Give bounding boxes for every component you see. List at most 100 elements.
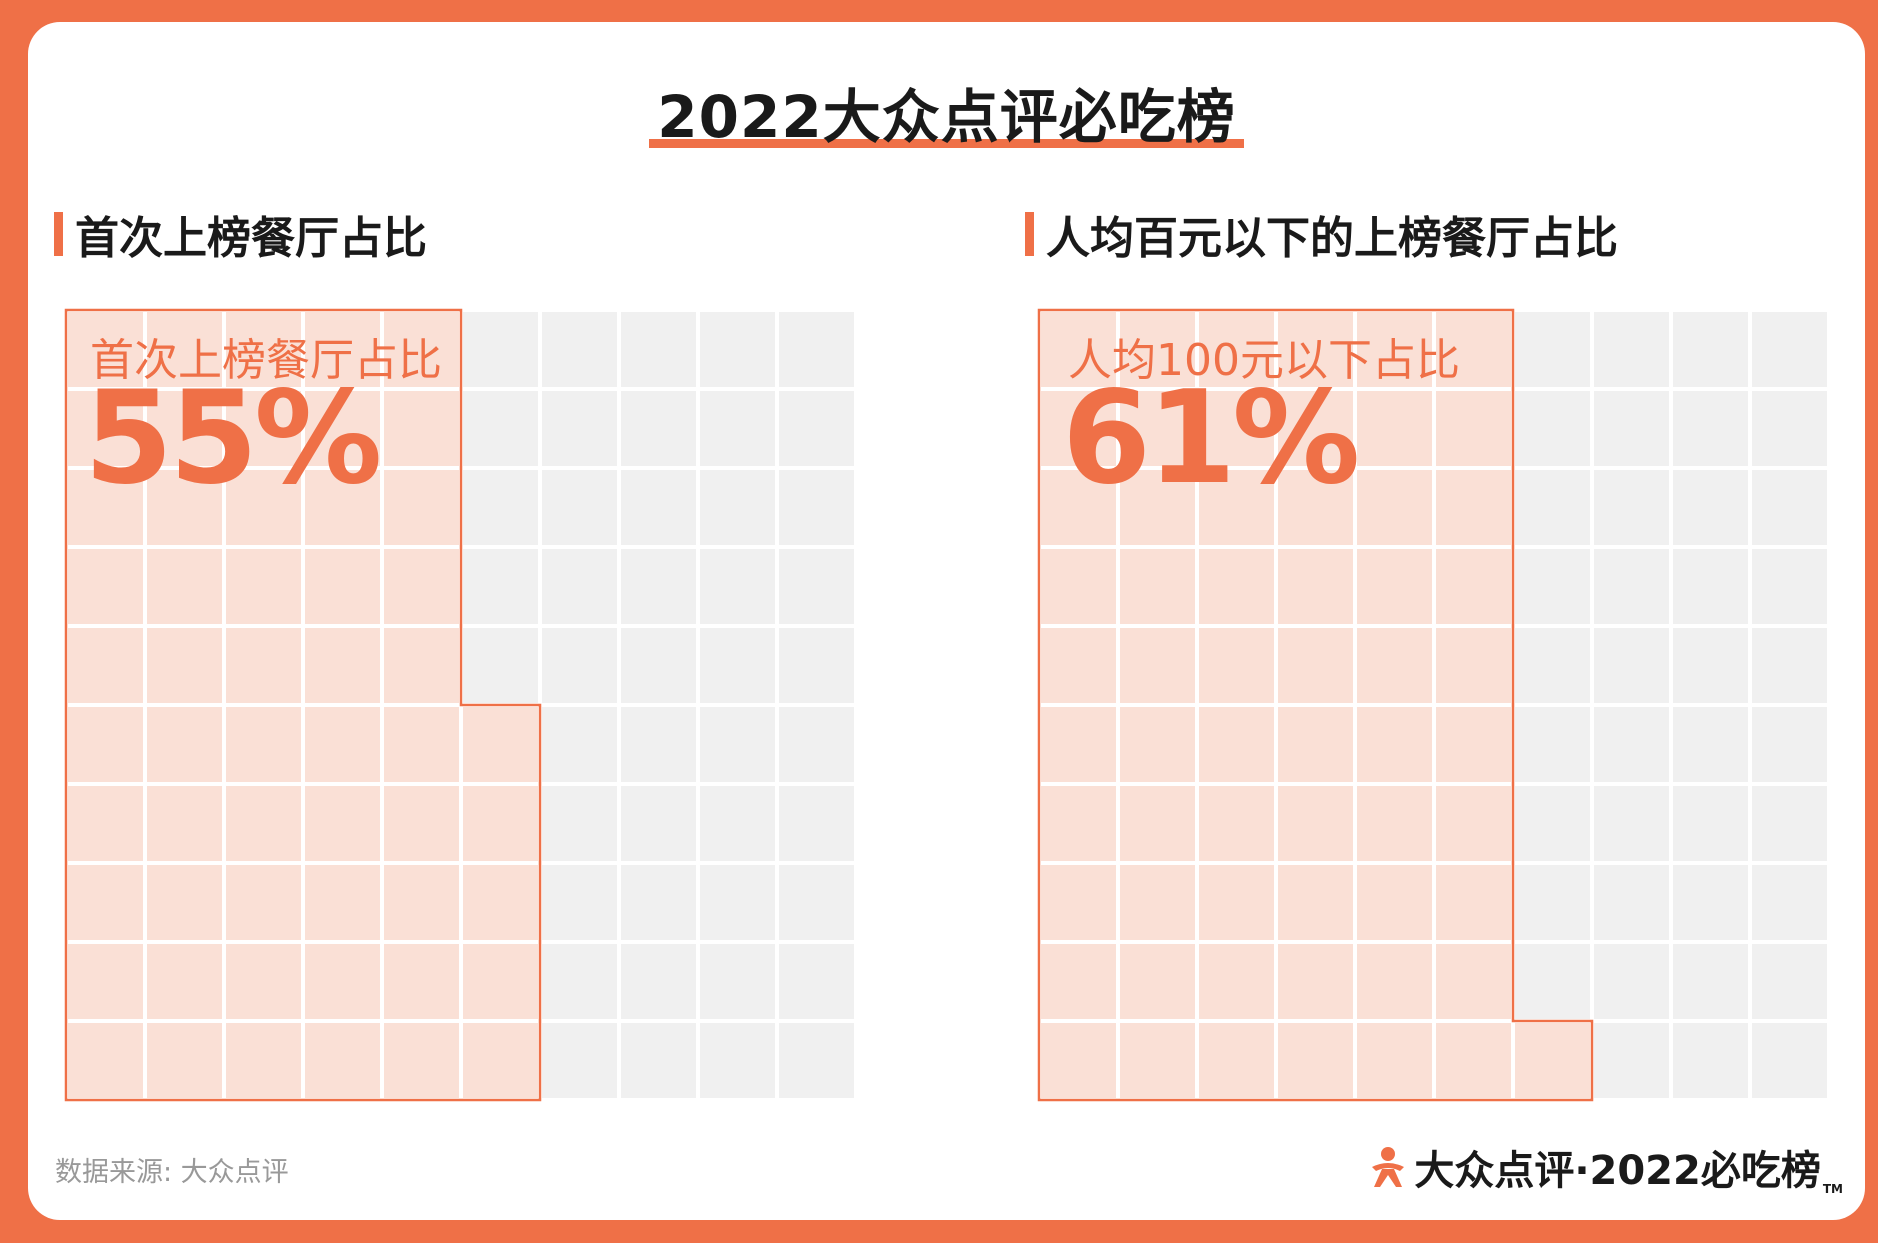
waffle-cell-filled xyxy=(384,312,459,387)
waffle-cell-empty xyxy=(700,549,775,624)
waffle-cell-filled xyxy=(68,786,143,861)
waffle-right-value: 61% xyxy=(1062,364,1360,513)
waffle-cell-empty xyxy=(1594,786,1669,861)
brand-logo: 大众点评·2022必吃榜 TM xyxy=(1368,1138,1843,1196)
panel-left-heading-text: 首次上榜餐厅占比 xyxy=(75,213,427,264)
waffle-cell-filled xyxy=(305,470,380,545)
waffle-cell-filled xyxy=(1120,391,1195,466)
waffle-cell-empty xyxy=(700,312,775,387)
waffle-cell-empty xyxy=(779,470,854,545)
waffle-cell-filled xyxy=(1041,628,1116,703)
title-area: 2022大众点评必吃榜 xyxy=(28,70,1865,154)
waffle-cell-empty xyxy=(1515,865,1590,940)
waffle-cell-empty xyxy=(779,1023,854,1098)
waffle-cell-empty xyxy=(542,707,617,782)
waffle-cell-filled xyxy=(1436,865,1511,940)
waffle-cell-empty xyxy=(621,549,696,624)
waffle-cell-filled xyxy=(1278,707,1353,782)
waffle-cell-empty xyxy=(779,865,854,940)
waffle-cell-empty xyxy=(621,628,696,703)
waffle-cell-filled xyxy=(1278,1023,1353,1098)
waffle-cell-filled xyxy=(1357,944,1432,1019)
waffle-cell-empty xyxy=(463,391,538,466)
waffle-cell-empty xyxy=(1515,628,1590,703)
waffle-cell-filled xyxy=(147,628,222,703)
waffle-cell-empty xyxy=(542,628,617,703)
waffle-cell-filled xyxy=(147,470,222,545)
waffle-cell-filled xyxy=(384,707,459,782)
waffle-cell-empty xyxy=(1673,1023,1748,1098)
waffle-cell-empty xyxy=(1752,786,1827,861)
heading-accent-bar xyxy=(1025,212,1034,256)
waffle-cell-filled xyxy=(147,1023,222,1098)
waffle-cell-filled xyxy=(68,391,143,466)
waffle-cell-empty xyxy=(1673,549,1748,624)
waffle-cell-filled xyxy=(1041,470,1116,545)
waffle-cell-empty xyxy=(621,470,696,545)
waffle-cell-filled xyxy=(147,865,222,940)
waffle-cell-empty xyxy=(1594,312,1669,387)
waffle-cell-filled xyxy=(1199,549,1274,624)
waffle-cell-empty xyxy=(1515,312,1590,387)
waffle-cell-filled xyxy=(305,707,380,782)
waffle-cell-filled xyxy=(1357,470,1432,545)
waffle-cell-filled xyxy=(226,391,301,466)
waffle-cell-filled xyxy=(1041,549,1116,624)
waffle-cell-empty xyxy=(1594,1023,1669,1098)
waffle-cell-filled xyxy=(226,312,301,387)
waffle-cell-filled xyxy=(226,944,301,1019)
waffle-cell-empty xyxy=(621,312,696,387)
waffle-cell-filled xyxy=(463,786,538,861)
waffle-cell-empty xyxy=(700,470,775,545)
waffle-cell-filled xyxy=(1436,312,1511,387)
waffle-cell-filled xyxy=(147,944,222,1019)
heading-accent-bar xyxy=(54,212,63,256)
waffle-cell-filled xyxy=(1436,944,1511,1019)
waffle-cell-filled xyxy=(1278,470,1353,545)
waffle-cell-filled xyxy=(463,707,538,782)
waffle-cell-empty xyxy=(1515,391,1590,466)
waffle-cell-filled xyxy=(1278,865,1353,940)
waffle-cell-filled xyxy=(1120,707,1195,782)
waffle-cell-filled xyxy=(1436,786,1511,861)
waffle-cell-filled xyxy=(226,1023,301,1098)
waffle-cell-filled xyxy=(384,549,459,624)
waffle-cell-filled xyxy=(463,944,538,1019)
waffle-cell-empty xyxy=(700,628,775,703)
waffle-cell-filled xyxy=(1041,944,1116,1019)
waffle-cell-filled xyxy=(463,1023,538,1098)
waffle-cell-filled xyxy=(1120,786,1195,861)
waffle-cell-empty xyxy=(1594,549,1669,624)
waffle-cell-empty xyxy=(1752,470,1827,545)
waffle-cell-empty xyxy=(1752,549,1827,624)
waffle-cell-empty xyxy=(542,786,617,861)
waffle-cell-filled xyxy=(1357,1023,1432,1098)
waffle-cell-filled xyxy=(147,312,222,387)
waffle-cell-filled xyxy=(147,786,222,861)
waffle-cell-empty xyxy=(542,470,617,545)
waffle-cell-empty xyxy=(1594,707,1669,782)
waffle-cell-empty xyxy=(621,707,696,782)
waffle-cell-filled xyxy=(68,470,143,545)
waffle-cell-empty xyxy=(1594,391,1669,466)
waffle-cell-filled xyxy=(305,391,380,466)
waffle-cell-filled xyxy=(1278,391,1353,466)
panel-right-heading: 人均百元以下的上榜餐厅占比 xyxy=(1025,202,1618,266)
waffle-cell-empty xyxy=(779,944,854,1019)
waffle-cell-filled xyxy=(1120,470,1195,545)
waffle-cell-filled xyxy=(1199,470,1274,545)
waffle-cell-filled xyxy=(1436,391,1511,466)
waffle-cell-filled xyxy=(305,549,380,624)
panel-right-heading-text: 人均百元以下的上榜餐厅占比 xyxy=(1046,213,1618,264)
waffle-cell-filled xyxy=(1199,1023,1274,1098)
waffle-cell-filled xyxy=(1357,549,1432,624)
waffle-cell-empty xyxy=(700,865,775,940)
dianping-person-icon xyxy=(1372,1147,1405,1187)
waffle-cell-filled xyxy=(1199,312,1274,387)
data-source-note: 数据来源: 大众点评 xyxy=(55,1157,289,1188)
waffle-cell-empty xyxy=(1673,470,1748,545)
waffle-cell-empty xyxy=(542,312,617,387)
waffle-cell-empty xyxy=(621,391,696,466)
waffle-cell-empty xyxy=(700,1023,775,1098)
waffle-cell-filled xyxy=(1436,628,1511,703)
